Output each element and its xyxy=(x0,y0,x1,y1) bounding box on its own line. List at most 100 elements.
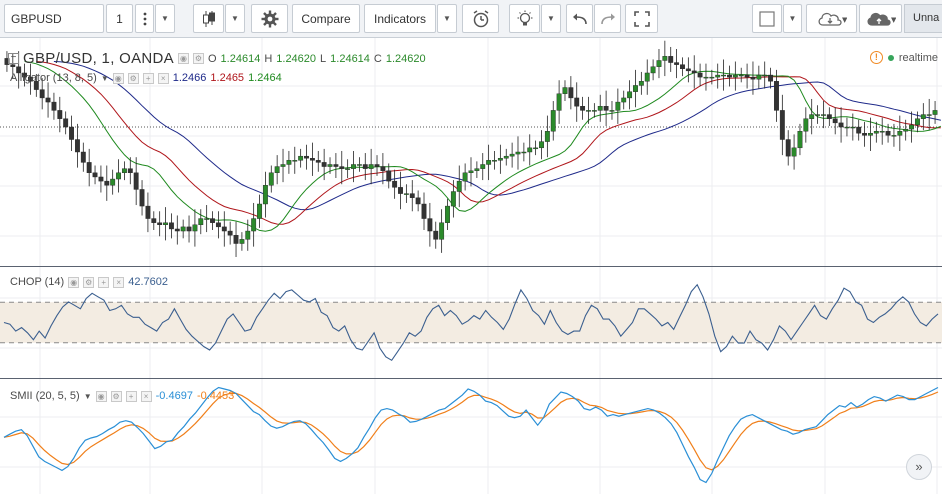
drawing-chevron-icon[interactable]: ▼ xyxy=(783,4,802,33)
candle-body xyxy=(885,130,891,136)
ohlc-h-label: H xyxy=(264,52,273,65)
smii-add-icon[interactable]: + xyxy=(125,390,137,402)
drawing-rect-icon[interactable] xyxy=(752,4,782,33)
candle-body xyxy=(280,164,286,167)
svg-text:▼: ▼ xyxy=(891,16,896,24)
candle-body xyxy=(86,162,92,174)
candle-body xyxy=(486,160,492,165)
warning-icon[interactable]: ! xyxy=(869,51,883,64)
candle-body xyxy=(16,66,22,74)
chart-style-chevron-icon[interactable]: ▼ xyxy=(225,4,245,33)
chop-eye-icon[interactable]: ◉ xyxy=(68,276,80,288)
candle-body xyxy=(915,118,920,126)
candle-body xyxy=(815,114,821,116)
smii-menu-chevron-icon[interactable]: ▼ xyxy=(83,391,92,401)
indicators-chevron-icon[interactable]: ▼ xyxy=(437,4,457,33)
candle-body xyxy=(703,76,709,79)
layout-name-text: Unna xyxy=(913,12,940,24)
chop-pane[interactable] xyxy=(0,267,942,378)
alligator-eye-icon[interactable]: ◉ xyxy=(112,72,124,84)
candle-body xyxy=(251,218,257,232)
candle-body xyxy=(39,89,45,99)
chop-settings-icon[interactable]: ⚙ xyxy=(83,276,95,288)
smii-settings-icon[interactable]: ⚙ xyxy=(110,390,122,402)
candle-body xyxy=(69,126,74,140)
undo-icon[interactable] xyxy=(566,4,593,33)
candle-body xyxy=(591,110,597,112)
interval-text: 1 xyxy=(116,11,123,26)
candle-body xyxy=(826,114,832,119)
candle-body xyxy=(386,170,392,182)
candle-body xyxy=(621,97,627,103)
candle-body xyxy=(174,228,180,232)
smii-signal-line xyxy=(3,391,939,471)
candle-body xyxy=(685,68,691,72)
candle-body xyxy=(832,118,838,124)
candle-body xyxy=(163,222,168,226)
candle-body xyxy=(509,153,515,157)
alligator-settings-icon[interactable]: ⚙ xyxy=(127,72,139,84)
candle-body xyxy=(879,130,885,133)
cloud-download-icon[interactable]: ▼ xyxy=(806,4,857,33)
candle-body xyxy=(292,160,298,162)
collapse-pane-icon[interactable]: − xyxy=(8,53,19,64)
smii-eye-icon[interactable]: ◉ xyxy=(95,390,107,402)
candle-body xyxy=(380,166,386,171)
candle-body xyxy=(392,180,398,188)
chop-close-icon[interactable]: × xyxy=(113,276,125,288)
candle-body xyxy=(691,70,697,74)
alligator-menu-chevron-icon[interactable]: ▼ xyxy=(100,73,109,83)
fullscreen-icon[interactable] xyxy=(625,4,658,33)
candle-body xyxy=(644,72,650,82)
candle-body xyxy=(727,74,732,78)
candle-body xyxy=(180,226,186,232)
candle-body xyxy=(738,74,744,77)
ideas-chevron-icon[interactable]: ▼ xyxy=(541,4,561,33)
candle-body xyxy=(521,151,527,154)
candle-body xyxy=(92,172,98,178)
pane-separator-1[interactable] xyxy=(0,266,942,267)
compare-button[interactable]: Compare xyxy=(292,4,360,33)
interval-dropdown-chevron-icon[interactable]: ▼ xyxy=(155,4,175,33)
indicators-button[interactable]: Indicators xyxy=(364,4,436,33)
ohlc-h-value: 1.24620 xyxy=(276,52,317,65)
smii-close-icon[interactable]: × xyxy=(140,390,152,402)
scroll-to-realtime-icon[interactable]: » xyxy=(906,454,932,480)
candle-body xyxy=(609,110,615,112)
candle-body xyxy=(897,130,903,136)
smii-legend: SMII (20, 5, 5) ▼ ◉ ⚙ + × -0.4697 -0.445… xyxy=(10,390,234,402)
candles-group xyxy=(4,40,938,258)
chop-add-icon[interactable]: + xyxy=(98,276,110,288)
lightbulb-ideas-icon[interactable] xyxy=(509,4,540,33)
main-price-pane[interactable] xyxy=(0,38,942,266)
candle-body xyxy=(439,222,445,240)
redo-icon[interactable] xyxy=(594,4,621,33)
cloud-upload-icon[interactable]: ▼ xyxy=(859,4,902,33)
smii-pane[interactable] xyxy=(0,379,942,494)
candle-body xyxy=(762,74,768,77)
settings-small-icon[interactable]: ⚙ xyxy=(192,53,204,64)
candle-body xyxy=(104,180,110,186)
settings-gear-icon[interactable] xyxy=(251,4,288,33)
alligator-close-icon[interactable]: × xyxy=(157,72,169,84)
pane-separator-2[interactable] xyxy=(0,378,942,379)
symbol-search-input[interactable]: GBPUSD xyxy=(4,4,104,33)
realtime-indicator: ! realtime xyxy=(869,51,938,64)
eye-toggle-icon[interactable]: ◉ xyxy=(177,53,189,64)
layout-name-button[interactable]: Unna xyxy=(904,4,942,33)
candle-body xyxy=(586,110,591,112)
candle-body xyxy=(74,139,80,153)
alert-clock-icon[interactable] xyxy=(462,4,499,33)
ohlc-o-value: 1.24614 xyxy=(220,52,261,65)
candlestick-style-icon[interactable] xyxy=(193,4,224,33)
candle-body xyxy=(527,147,533,153)
more-vertical-icon[interactable] xyxy=(135,4,154,33)
candle-body xyxy=(133,172,139,190)
candle-body xyxy=(662,56,668,61)
candle-body xyxy=(785,139,791,157)
interval-selector[interactable]: 1 xyxy=(106,4,133,33)
candle-body xyxy=(321,162,327,167)
candle-body xyxy=(286,160,292,165)
alligator-add-icon[interactable]: + xyxy=(142,72,154,84)
candle-body xyxy=(909,124,914,130)
